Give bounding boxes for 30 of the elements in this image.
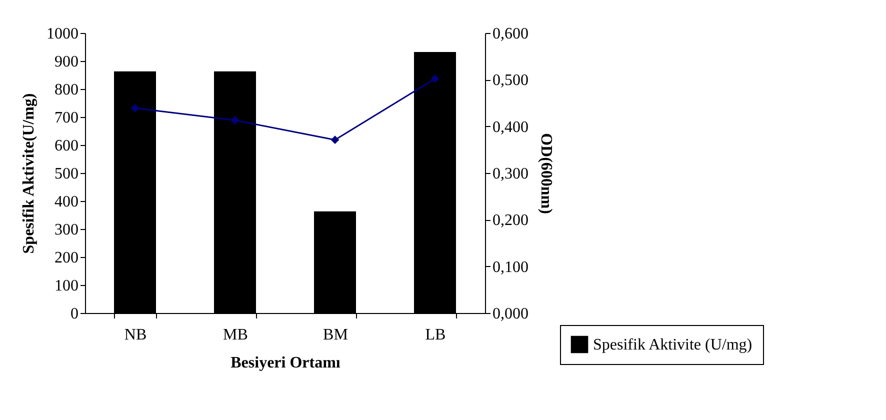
y-tick-label: 400 — [54, 194, 78, 210]
y2-tick-label: 0,100 — [492, 258, 528, 276]
y-axis-title: Spesifik Aktivite(U/mg) — [20, 93, 38, 254]
x-axis-title: Besiyeri Ortamı — [230, 354, 341, 372]
y-tick-label: 100 — [54, 278, 78, 294]
point — [230, 116, 240, 124]
x-tick-label: BM — [323, 326, 348, 344]
y2-tick-label: 0,200 — [492, 212, 528, 230]
y-tick-label: 700 — [54, 110, 78, 126]
y2-tick-label: 0,000 — [492, 306, 528, 322]
x-tick-label: MB — [223, 326, 248, 344]
y2-tick-label: 0,600 — [492, 26, 528, 42]
point — [330, 136, 340, 144]
y-tick-label: 1000 — [46, 26, 78, 42]
x-tick-label: NB — [124, 326, 147, 344]
point — [130, 104, 140, 112]
point — [430, 74, 440, 83]
y-tick-label: 500 — [54, 166, 78, 182]
y2-tick-label: 0,400 — [492, 118, 528, 136]
y2-tick-label: 0,300 — [492, 166, 528, 182]
x-tick-label: LB — [425, 326, 446, 344]
y-tick-label: 300 — [54, 222, 78, 238]
y-tick-label: 0 — [70, 306, 78, 322]
y-tick-label: 200 — [54, 250, 78, 266]
y-tick-label: 900 — [54, 54, 78, 70]
y-tick-label: 600 — [54, 138, 78, 154]
legend-label: Spesifik Aktivite (U/mg) — [593, 336, 752, 354]
y2-axis-title: OD(600nm) — [538, 133, 554, 214]
y-tick-label: 800 — [54, 82, 78, 98]
y2-tick-label: 0,500 — [492, 72, 528, 90]
